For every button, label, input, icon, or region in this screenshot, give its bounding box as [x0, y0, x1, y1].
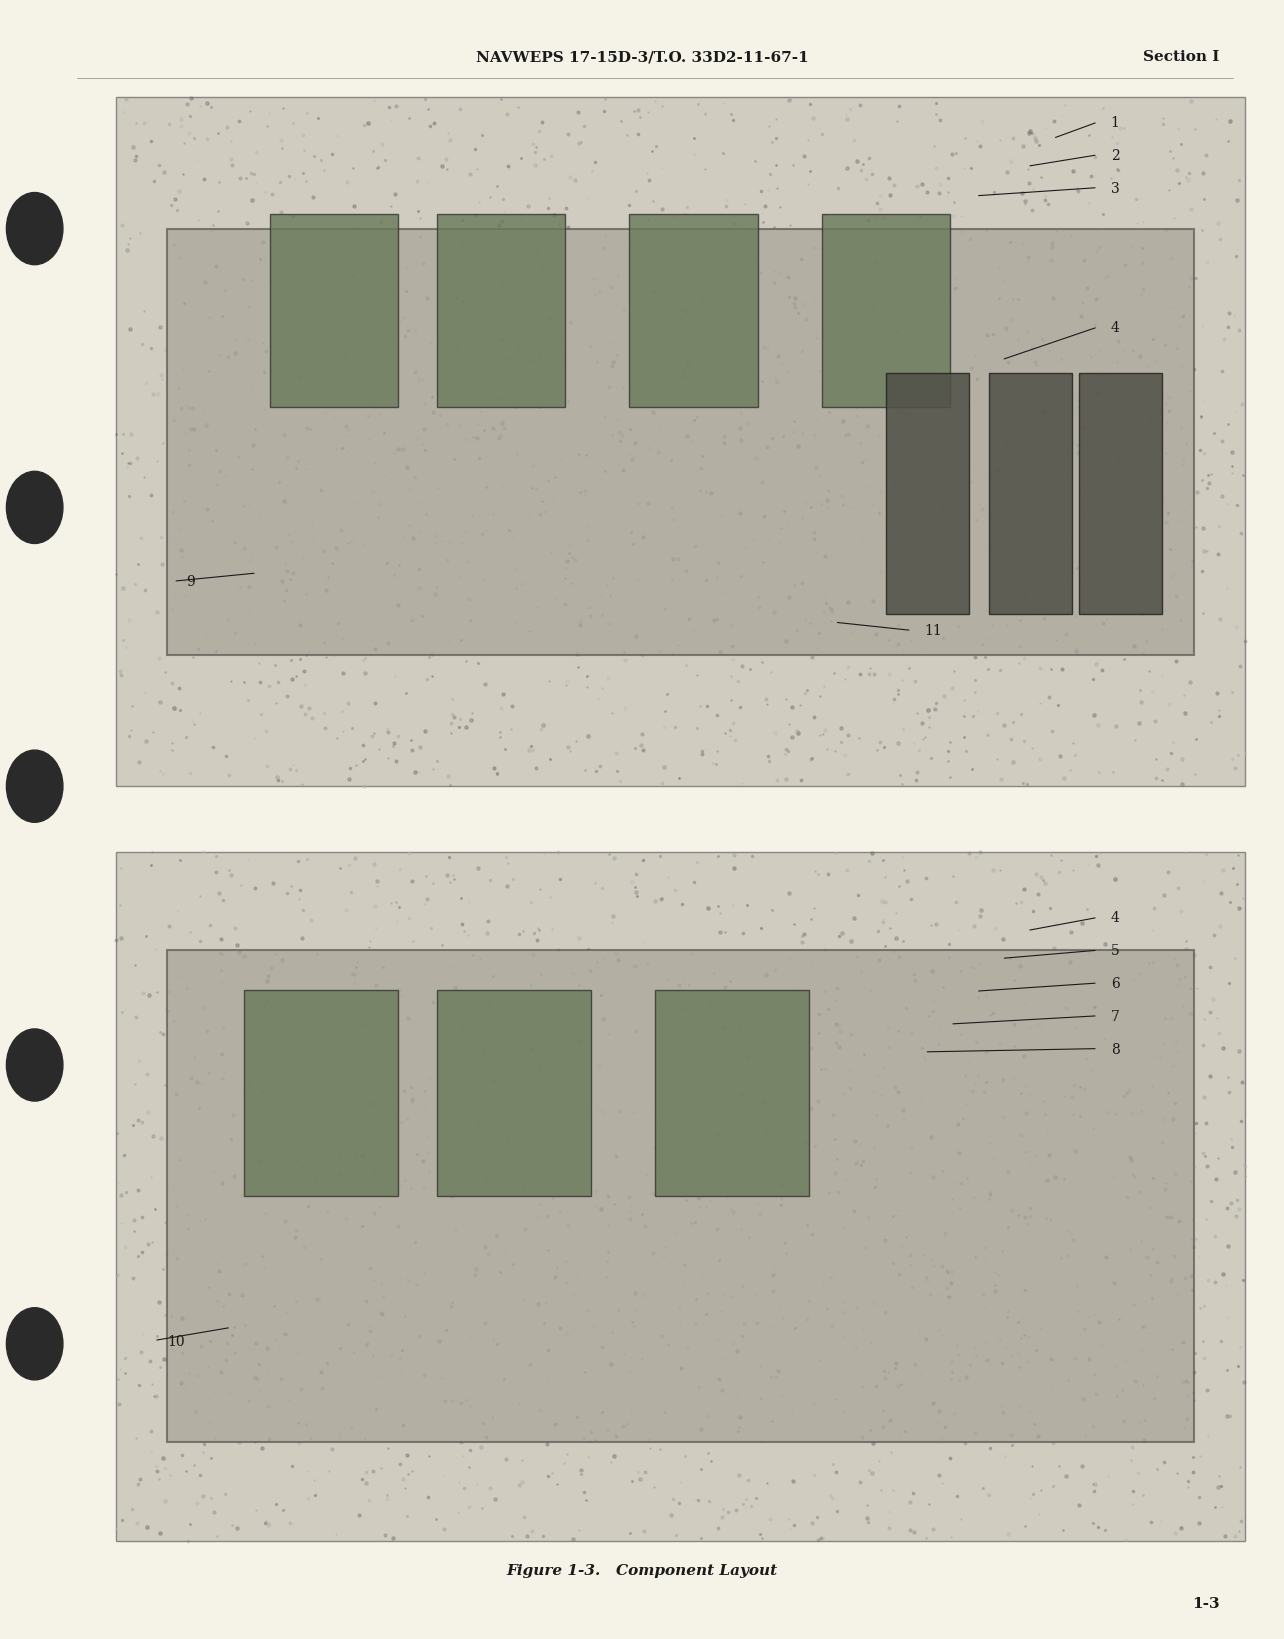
Bar [437, 215, 565, 408]
Text: 4: 4 [1111, 911, 1120, 924]
Text: 9: 9 [186, 575, 195, 588]
Text: 7: 7 [1111, 1010, 1120, 1023]
Bar [822, 215, 950, 408]
Text: Figure 1-3.   Component Layout: Figure 1-3. Component Layout [506, 1564, 778, 1577]
Bar [167, 951, 1194, 1442]
Text: 10: 10 [167, 1334, 185, 1347]
Text: 6: 6 [1111, 977, 1120, 990]
Bar [886, 374, 969, 615]
Text: 2: 2 [1111, 149, 1120, 162]
Circle shape [6, 1308, 63, 1380]
Bar [116, 852, 1245, 1541]
Bar [116, 98, 1245, 787]
Bar [629, 215, 758, 408]
Circle shape [6, 472, 63, 544]
Bar [1079, 374, 1162, 615]
Text: NAVWEPS 17-15D-3/T.O. 33D2-11-67-1: NAVWEPS 17-15D-3/T.O. 33D2-11-67-1 [475, 51, 809, 64]
Bar [270, 215, 398, 408]
Text: 1-3: 1-3 [1192, 1596, 1220, 1609]
Bar [655, 990, 809, 1196]
Circle shape [6, 193, 63, 266]
Text: 5: 5 [1111, 944, 1120, 957]
Text: 8: 8 [1111, 1042, 1120, 1056]
Text: 3: 3 [1111, 182, 1120, 195]
Text: 1: 1 [1111, 116, 1120, 129]
Text: Section I: Section I [1144, 51, 1220, 64]
Circle shape [6, 751, 63, 823]
Circle shape [6, 1029, 63, 1101]
Text: 4: 4 [1111, 321, 1120, 334]
Bar [437, 990, 591, 1196]
Bar [989, 374, 1072, 615]
Text: 11: 11 [924, 624, 942, 638]
Bar [167, 229, 1194, 656]
Bar [244, 990, 398, 1196]
